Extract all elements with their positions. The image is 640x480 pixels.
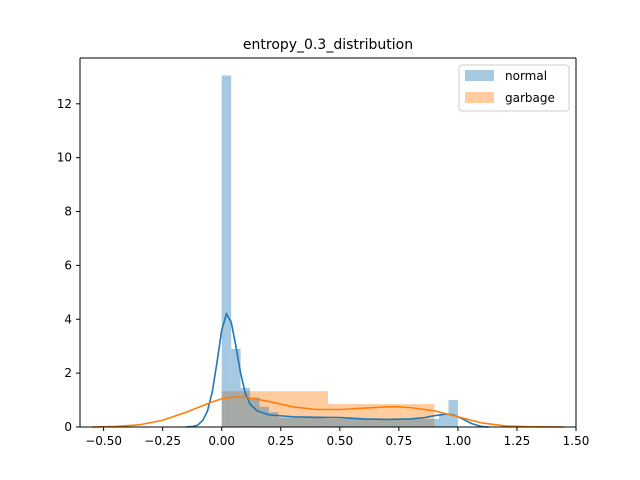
y-tick-label: 0 <box>64 420 72 434</box>
bar-normal-13 <box>344 418 354 427</box>
axes-frame <box>79 57 577 428</box>
bar-normal-14 <box>353 418 364 427</box>
bar-garbage-1 <box>328 404 435 427</box>
x-tick-label: 1.50 <box>563 434 590 448</box>
x-tick-label: 0.00 <box>208 434 235 448</box>
bar-normal-8 <box>297 417 307 427</box>
bar-normal-21 <box>420 418 430 427</box>
bar-normal-0 <box>221 75 232 428</box>
x-tick-label: −0.25 <box>144 434 181 448</box>
legend-label-normal: normal <box>505 69 547 83</box>
y-tick-label: 8 <box>64 205 72 219</box>
plot-area: −0.50 −0.25 0.00 0.25 0.50 0.75 1.00 1.25 1.50 0 2… <box>57 57 589 448</box>
chart-title: entropy_0.3_distribution <box>243 37 413 53</box>
bar-normal-10 <box>316 417 326 427</box>
bar-normal-4 <box>259 406 269 427</box>
y-tick-label: 10 <box>57 151 72 165</box>
bar-normal-1 <box>231 348 241 427</box>
bar-normal-3 <box>250 397 260 427</box>
x-axis: −0.50 −0.25 0.00 0.25 0.50 0.75 1.00 1.25 1.50 <box>85 427 589 448</box>
y-axis: 0 2 4 6 8 10 12 <box>57 97 80 434</box>
bar-normal-20 <box>410 418 421 427</box>
y-tick-label: 2 <box>64 366 72 380</box>
legend-label-garbage: garbage <box>505 91 555 105</box>
x-tick-label: 0.25 <box>267 434 294 448</box>
bar-normal-7 <box>287 417 298 427</box>
bar-normal-11 <box>325 418 336 427</box>
bar-normal-24 <box>448 400 458 427</box>
bar-normal-16 <box>372 418 383 427</box>
x-tick-label: 0.50 <box>326 434 353 448</box>
kde-line-garbage <box>91 396 565 428</box>
bar-normal-6 <box>278 417 288 427</box>
x-tick-label: 1.25 <box>504 434 531 448</box>
bar-normal-5 <box>268 412 279 427</box>
bar-normal-19 <box>401 418 411 427</box>
legend: normal garbage <box>458 64 570 112</box>
bar-normal-23 <box>439 414 449 427</box>
x-tick-label: −0.50 <box>85 434 122 448</box>
legend-swatch-garbage <box>465 92 494 103</box>
legend-box <box>458 64 570 112</box>
series-normal-bars <box>221 75 458 428</box>
y-tick-label: 6 <box>64 258 72 272</box>
x-tick-label: 1.00 <box>445 434 472 448</box>
x-tick-label: 0.75 <box>385 434 412 448</box>
bar-normal-18 <box>391 418 402 427</box>
bar-normal-17 <box>382 418 392 427</box>
bar-normal-2 <box>240 387 251 427</box>
bar-normal-22 <box>429 418 440 427</box>
bar-normal-9 <box>306 417 317 427</box>
y-tick-label: 4 <box>64 312 72 326</box>
legend-swatch-normal <box>465 70 494 81</box>
y-tick-label: 12 <box>57 97 72 111</box>
bar-normal-12 <box>335 418 345 427</box>
bar-normal-15 <box>363 418 373 427</box>
